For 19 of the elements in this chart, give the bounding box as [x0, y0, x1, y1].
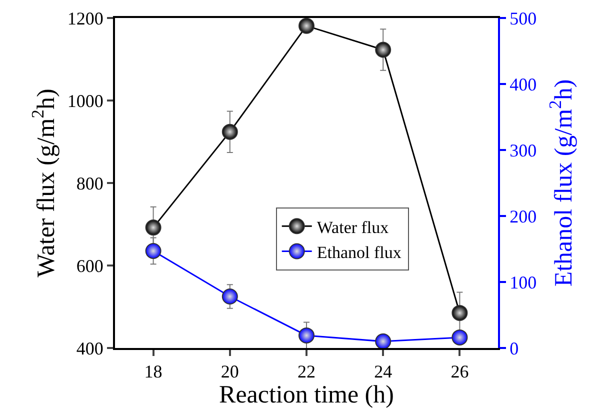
y-tick-label: 400	[76, 338, 104, 358]
x-tick-label: 20	[220, 362, 239, 382]
y-tick-label: 1000	[67, 90, 104, 111]
x-axis-title: Reaction time (h)	[219, 382, 394, 409]
legend-label: Water flux	[316, 218, 390, 237]
y2-tick-label: 200	[510, 206, 537, 226]
y2-tick-label: 300	[510, 140, 537, 160]
y-tick-label: 1200	[67, 8, 104, 28]
y-tick-label: 600	[76, 256, 104, 276]
x-tick-label: 18	[144, 362, 162, 382]
x-tick-label: 26	[450, 362, 469, 382]
legend-label: Ethanol flux	[316, 242, 402, 262]
y2-tick-label: 400	[510, 74, 537, 94]
y2-tick-label: 0	[510, 338, 519, 358]
y2-tick-label: 500	[510, 8, 537, 28]
y2-tick-label: 100	[510, 272, 537, 292]
x-tick-label: 24	[374, 362, 392, 382]
y-tick-label: 800	[76, 173, 104, 194]
x-tick-label: 22	[298, 362, 316, 382]
